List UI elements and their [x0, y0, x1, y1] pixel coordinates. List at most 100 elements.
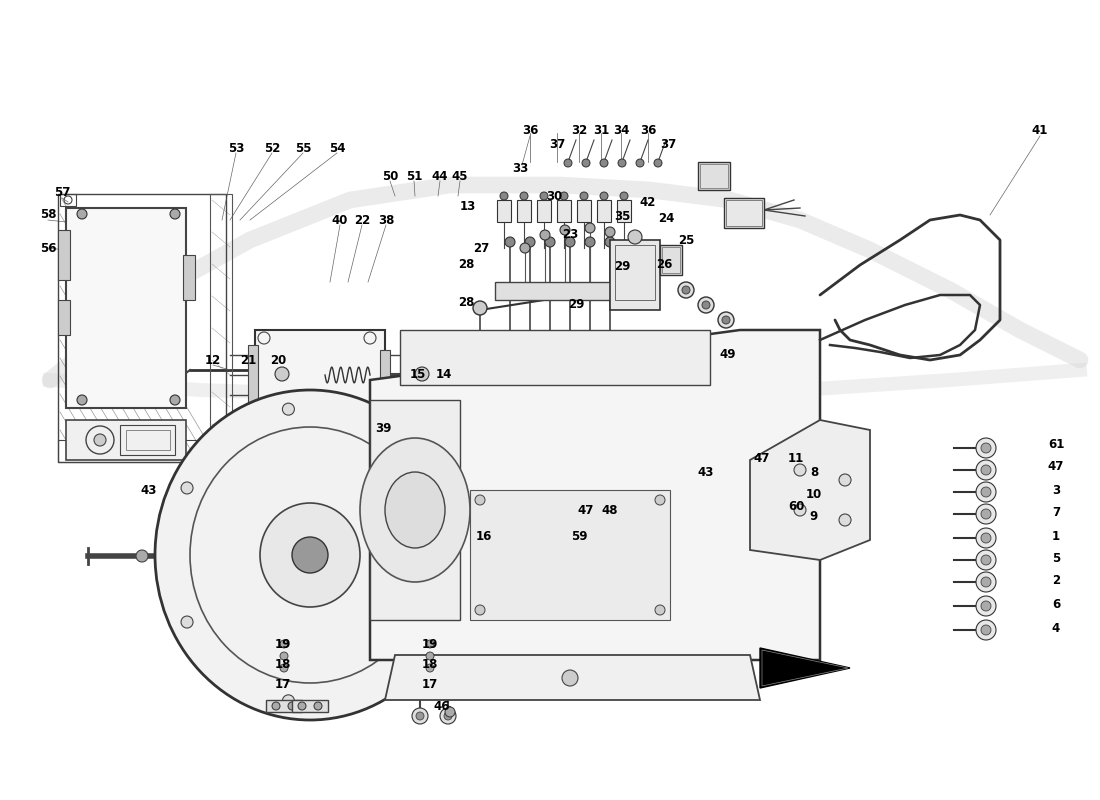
Circle shape — [702, 301, 710, 309]
Bar — [557, 200, 571, 222]
Text: 4: 4 — [1052, 622, 1060, 634]
Circle shape — [600, 192, 608, 200]
Bar — [210, 194, 232, 462]
Circle shape — [412, 708, 428, 724]
Circle shape — [654, 159, 662, 167]
Text: 9: 9 — [810, 510, 818, 522]
Text: 29: 29 — [614, 259, 630, 273]
Circle shape — [654, 605, 666, 615]
Text: 13: 13 — [460, 199, 476, 213]
Circle shape — [540, 230, 550, 240]
Circle shape — [560, 192, 568, 200]
Circle shape — [620, 192, 628, 200]
Polygon shape — [385, 655, 760, 700]
Text: 22: 22 — [354, 214, 370, 226]
Text: 32: 32 — [571, 123, 587, 137]
Circle shape — [722, 316, 730, 324]
Ellipse shape — [360, 438, 470, 582]
Text: 30: 30 — [546, 190, 562, 202]
Circle shape — [440, 708, 456, 724]
Circle shape — [976, 596, 996, 616]
Circle shape — [976, 482, 996, 502]
Text: 8: 8 — [810, 466, 818, 478]
Text: 52: 52 — [264, 142, 280, 154]
Circle shape — [562, 670, 578, 686]
Text: eurospares: eurospares — [167, 561, 412, 599]
Bar — [58, 194, 226, 462]
Bar — [495, 282, 630, 300]
Circle shape — [839, 474, 851, 486]
Bar — [537, 200, 551, 222]
Text: 19: 19 — [275, 638, 292, 650]
Text: 43: 43 — [697, 466, 714, 478]
Text: 19: 19 — [421, 638, 438, 650]
Bar — [597, 200, 611, 222]
Text: 53: 53 — [228, 142, 244, 154]
Circle shape — [280, 640, 288, 648]
Text: 47: 47 — [1048, 459, 1064, 473]
Circle shape — [654, 495, 666, 505]
Circle shape — [582, 159, 590, 167]
Bar — [662, 247, 680, 273]
Text: 51: 51 — [406, 170, 422, 182]
Circle shape — [77, 395, 87, 405]
Circle shape — [981, 601, 991, 611]
Text: 17: 17 — [275, 678, 292, 690]
Bar — [126, 430, 170, 450]
Text: 38: 38 — [377, 214, 394, 226]
Circle shape — [544, 237, 556, 247]
Bar — [615, 245, 654, 300]
Text: 16: 16 — [476, 530, 492, 542]
Text: 36: 36 — [640, 123, 657, 137]
Circle shape — [981, 487, 991, 497]
Circle shape — [475, 495, 485, 505]
Circle shape — [976, 460, 996, 480]
Text: 27: 27 — [473, 242, 490, 254]
Circle shape — [275, 367, 289, 381]
Text: 25: 25 — [678, 234, 694, 246]
Circle shape — [698, 297, 714, 313]
Circle shape — [600, 159, 608, 167]
Ellipse shape — [155, 390, 465, 720]
Circle shape — [585, 223, 595, 233]
Bar — [58, 300, 70, 335]
Circle shape — [475, 605, 485, 615]
Circle shape — [976, 550, 996, 570]
Text: 45: 45 — [452, 170, 469, 182]
Bar — [266, 700, 302, 712]
Circle shape — [314, 702, 322, 710]
Circle shape — [560, 225, 570, 235]
Circle shape — [580, 192, 588, 200]
Text: 37: 37 — [660, 138, 676, 150]
Text: 43: 43 — [141, 483, 157, 497]
Circle shape — [632, 276, 647, 290]
Text: 29: 29 — [568, 298, 584, 310]
Text: 33: 33 — [512, 162, 528, 174]
Text: 36: 36 — [521, 123, 538, 137]
Text: 28: 28 — [458, 258, 474, 270]
Text: 6: 6 — [1052, 598, 1060, 610]
Text: 10: 10 — [806, 487, 822, 501]
Bar — [610, 240, 660, 310]
Text: 44: 44 — [431, 170, 449, 182]
Circle shape — [170, 209, 180, 219]
Circle shape — [473, 301, 487, 315]
Circle shape — [283, 695, 295, 707]
Circle shape — [525, 237, 535, 247]
Text: 15: 15 — [410, 367, 426, 381]
Ellipse shape — [292, 537, 328, 573]
Text: 48: 48 — [602, 503, 618, 517]
Bar — [497, 200, 512, 222]
Text: 56: 56 — [40, 242, 56, 254]
Text: 34: 34 — [613, 123, 629, 137]
Circle shape — [426, 640, 434, 648]
Text: 31: 31 — [593, 123, 609, 137]
Circle shape — [136, 550, 149, 562]
Bar — [660, 245, 682, 275]
Circle shape — [77, 209, 87, 219]
Bar — [292, 700, 328, 712]
Circle shape — [565, 237, 575, 247]
Text: eurospares: eurospares — [578, 581, 823, 619]
Text: 47: 47 — [754, 451, 770, 465]
Bar — [120, 425, 175, 455]
